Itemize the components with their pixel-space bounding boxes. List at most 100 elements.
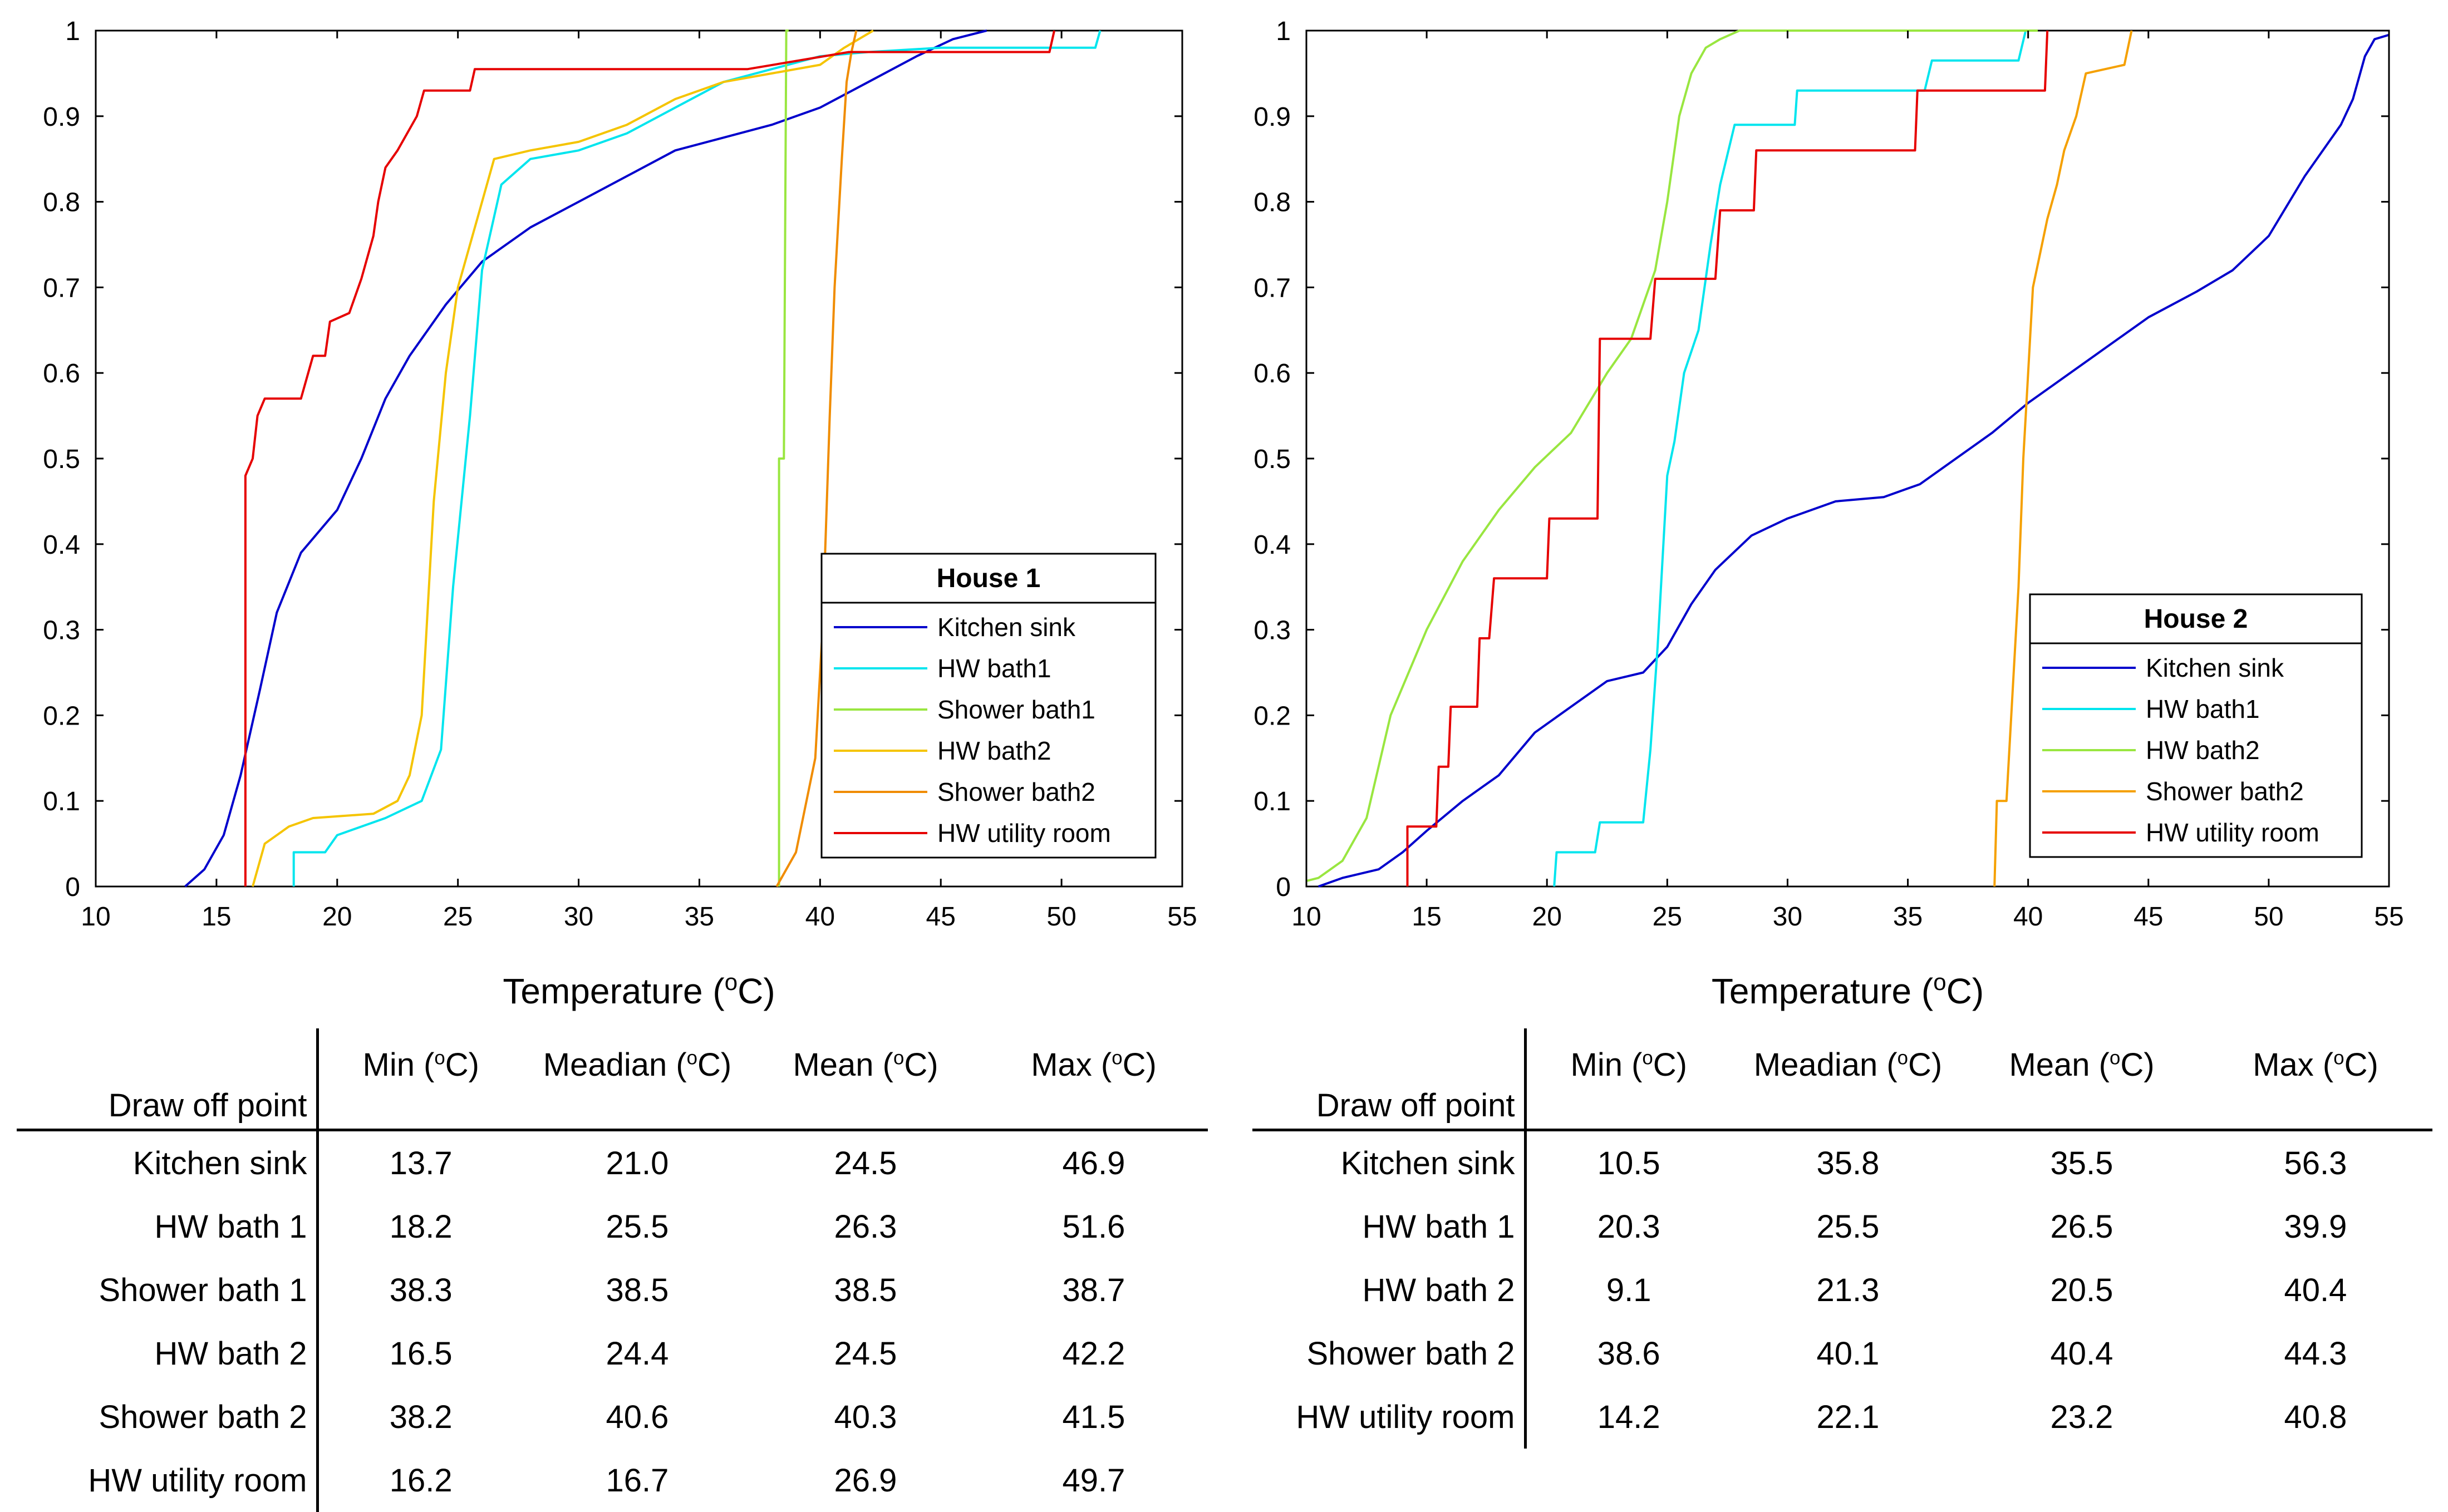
legend-entry: HW bath2 (2146, 736, 2260, 765)
x-tick-label: 50 (2254, 902, 2283, 932)
table-cell: 26.3 (751, 1195, 980, 1258)
table-cell: 40.4 (1965, 1322, 2199, 1385)
y-tick-label: 0.4 (43, 530, 80, 560)
row-label: HW bath 1 (1252, 1195, 1525, 1258)
row-label: Shower bath 2 (17, 1385, 317, 1449)
y-tick-label: 0.2 (43, 701, 80, 731)
table-header-row: Draw off point Min (oC) Meadian (oC) Mea… (17, 1028, 1208, 1130)
table-cell: 40.4 (2199, 1258, 2432, 1322)
table-cell: 35.5 (1965, 1130, 2199, 1195)
table-cell: 38.6 (1525, 1322, 1731, 1385)
header-max: Max (oC) (2199, 1028, 2432, 1130)
x-tick-label: 55 (1167, 902, 1197, 932)
y-tick-label: 0.5 (43, 445, 80, 474)
y-tick-label: 0.1 (1254, 787, 1291, 816)
table-cell: 16.5 (317, 1322, 523, 1385)
table-cell: 38.5 (523, 1258, 751, 1322)
table-cell: 38.3 (317, 1258, 523, 1322)
table-cell: 20.3 (1525, 1195, 1731, 1258)
legend-entry: Shower bath1 (937, 695, 1095, 724)
table-cell: 51.6 (980, 1195, 1208, 1258)
table-cell: 16.2 (317, 1449, 523, 1512)
y-tick-label: 0.1 (43, 787, 80, 816)
y-tick-label: 0.3 (43, 616, 80, 646)
x-axis-label: Temperature (oC) (503, 969, 775, 1011)
row-label: HW utility room (1252, 1385, 1525, 1449)
legend-entry: Kitchen sink (2146, 653, 2284, 682)
legend-entry: Kitchen sink (937, 613, 1076, 642)
legend-entry: HW bath1 (2146, 695, 2260, 723)
legend-entry: Shower bath2 (937, 777, 1095, 806)
table-cell: 40.6 (523, 1385, 751, 1449)
x-tick-label: 20 (322, 902, 352, 932)
table-cell: 25.5 (523, 1195, 751, 1258)
table-cell: 26.5 (1965, 1195, 2199, 1258)
x-tick-label: 55 (2374, 902, 2403, 932)
x-tick-label: 40 (2013, 902, 2043, 932)
table-cell: 38.2 (317, 1385, 523, 1449)
table-cell: 49.7 (980, 1449, 1208, 1512)
row-label: HW utility room (17, 1449, 317, 1512)
y-tick-label: 0.6 (43, 359, 80, 388)
table-cell: 42.2 (980, 1322, 1208, 1385)
header-median: Meadian (oC) (1731, 1028, 1965, 1130)
x-tick-label: 45 (2134, 902, 2163, 932)
y-tick-label: 0 (65, 873, 80, 902)
x-tick-label: 10 (1291, 902, 1321, 932)
table-cell: 14.2 (1525, 1385, 1731, 1449)
header-mean: Mean (oC) (751, 1028, 980, 1130)
table-cell: 40.3 (751, 1385, 980, 1449)
table-cell: 35.8 (1731, 1130, 1965, 1195)
x-tick-label: 45 (926, 902, 956, 932)
table-cell: 38.5 (751, 1258, 980, 1322)
legend-title: House 2 (2144, 604, 2248, 634)
table-cell: 21.0 (523, 1130, 751, 1195)
x-tick-label: 15 (201, 902, 231, 932)
table-cell: 40.1 (1731, 1322, 1965, 1385)
y-tick-label: 0.4 (1254, 530, 1291, 560)
x-tick-label: 35 (1893, 902, 1923, 932)
header-min: Min (oC) (1525, 1028, 1731, 1130)
x-tick-label: 10 (81, 902, 110, 932)
table-cell: 21.3 (1731, 1258, 1965, 1322)
header-median: Meadian (oC) (523, 1028, 751, 1130)
table-cell: 16.7 (523, 1449, 751, 1512)
table-cell: 38.7 (980, 1258, 1208, 1322)
legend-entry: HW utility room (937, 819, 1111, 848)
table-cell: 24.4 (523, 1322, 751, 1385)
header-min: Min (oC) (317, 1028, 523, 1130)
row-label: HW bath 2 (1252, 1258, 1525, 1322)
y-tick-label: 0.3 (1254, 616, 1291, 646)
x-tick-label: 30 (1773, 902, 1802, 932)
table-cell: 20.5 (1965, 1258, 2199, 1322)
row-label: HW bath 2 (17, 1322, 317, 1385)
row-label: Kitchen sink (17, 1130, 317, 1195)
y-tick-label: 0.2 (1254, 701, 1291, 731)
legend-title: House 1 (937, 564, 1041, 593)
table-cell: 23.2 (1965, 1385, 2199, 1449)
y-tick-label: 0.8 (43, 188, 80, 218)
x-tick-label: 25 (443, 902, 473, 932)
y-tick-label: 0.7 (1254, 273, 1291, 303)
y-tick-label: 1 (65, 17, 80, 46)
legend-entry: Shower bath2 (2146, 777, 2304, 806)
y-tick-label: 0.5 (1254, 445, 1291, 474)
legend: House 2 Kitchen sink HW bath1 HW bath2 Showe… (2030, 594, 2362, 857)
table-cell: 46.9 (980, 1130, 1208, 1195)
table-cell: 24.5 (751, 1130, 980, 1195)
x-tick-label: 20 (1532, 902, 1562, 932)
y-tick-label: 0 (1276, 873, 1291, 902)
legend-entry: HW bath2 (937, 736, 1051, 765)
table-cell: 56.3 (2199, 1130, 2432, 1195)
x-tick-label: 50 (1046, 902, 1076, 932)
